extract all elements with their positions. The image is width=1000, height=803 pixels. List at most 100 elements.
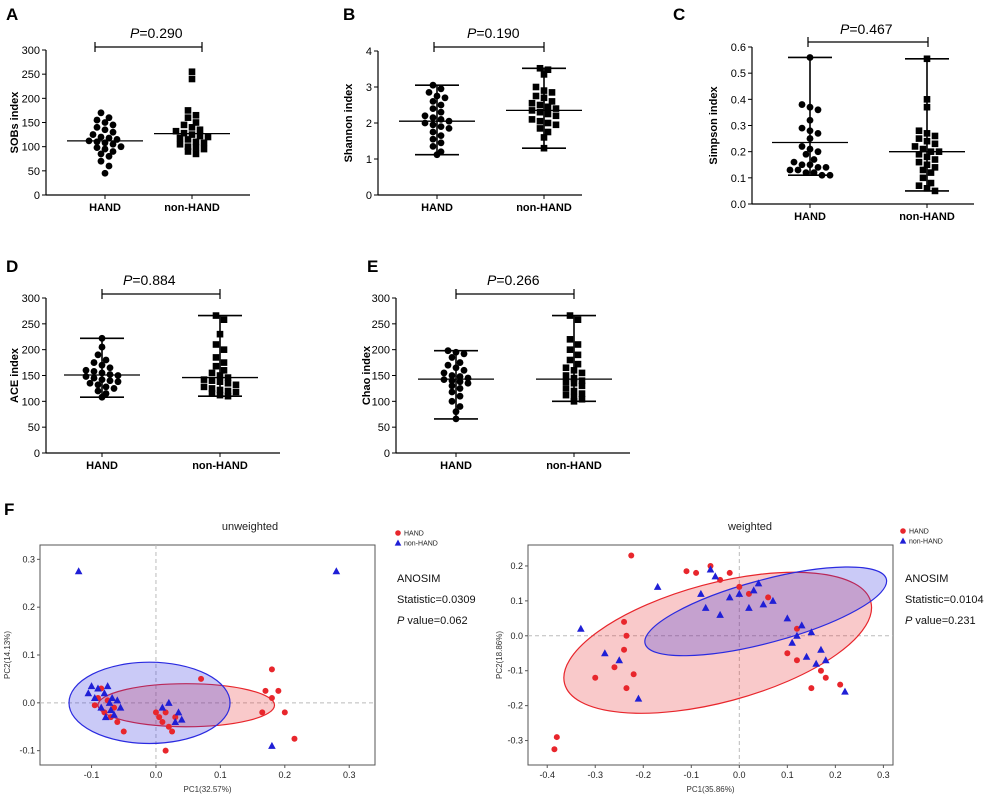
data-point-non-hand bbox=[101, 713, 110, 721]
data-point-non-hand bbox=[540, 144, 548, 152]
data-point-hand bbox=[275, 687, 282, 694]
data-point-hand bbox=[456, 392, 464, 400]
data-point-non-hand bbox=[158, 703, 167, 711]
y-tick-label: 50 bbox=[28, 166, 40, 178]
panel-b: B 0 1 2 3 4 Shannon index HAND non-HAND P=0.190 bbox=[343, 5, 582, 214]
data-point-non-hand bbox=[725, 593, 734, 601]
data-point-hand bbox=[268, 695, 275, 702]
data-point-non-hand bbox=[528, 116, 536, 123]
legend-marker-hand bbox=[395, 530, 401, 536]
data-point-non-hand bbox=[540, 94, 548, 102]
data-point-non-hand bbox=[220, 316, 228, 323]
data-point-non-hand bbox=[562, 372, 570, 379]
x-tick-label: 0.2 bbox=[829, 770, 842, 780]
data-point-hand bbox=[429, 121, 437, 129]
data-point-hand bbox=[810, 169, 818, 177]
data-point-hand bbox=[110, 385, 118, 392]
data-point-hand bbox=[464, 379, 472, 387]
data-point-hand bbox=[452, 348, 460, 356]
y-tick-label: 0.1 bbox=[731, 173, 746, 185]
data-point-hand bbox=[452, 408, 460, 416]
data-point-non-hand bbox=[749, 586, 758, 594]
y-tick-label: 250 bbox=[22, 69, 40, 81]
data-point-non-hand bbox=[188, 75, 196, 83]
data-point-hand bbox=[437, 101, 445, 109]
data-point-non-hand bbox=[923, 130, 931, 137]
data-point-non-hand bbox=[923, 96, 931, 103]
legend-marker-non-hand bbox=[899, 537, 907, 544]
data-point-hand bbox=[93, 116, 101, 124]
x-tick-label: 0.3 bbox=[877, 770, 890, 780]
data-point-hand bbox=[806, 161, 814, 169]
data-point-hand bbox=[448, 354, 456, 361]
y-tick-label: 300 bbox=[22, 45, 40, 57]
data-point-hand bbox=[159, 718, 166, 725]
y-tick-label: 2 bbox=[366, 118, 372, 130]
data-point-hand bbox=[109, 128, 117, 136]
data-point-hand bbox=[717, 576, 724, 583]
p-value-label: P=0.190 bbox=[467, 25, 520, 41]
data-point-hand bbox=[623, 685, 630, 692]
data-point-non-hand bbox=[735, 589, 744, 597]
data-point-hand bbox=[111, 704, 118, 711]
data-point-hand bbox=[765, 594, 772, 601]
data-point-non-hand bbox=[100, 689, 109, 697]
data-point-non-hand bbox=[548, 98, 556, 105]
data-point-hand bbox=[837, 681, 844, 688]
p-value: =0.290 bbox=[139, 25, 182, 41]
data-point-hand bbox=[448, 382, 456, 390]
data-point-non-hand bbox=[528, 99, 536, 107]
data-point-hand bbox=[693, 569, 700, 576]
data-point-non-hand bbox=[574, 341, 582, 348]
data-point-hand bbox=[429, 114, 437, 121]
data-point-hand bbox=[102, 383, 110, 391]
data-point-non-hand bbox=[192, 111, 200, 119]
y-tick-label: 100 bbox=[372, 396, 390, 408]
data-point-non-hand bbox=[574, 316, 582, 323]
data-point-hand bbox=[262, 687, 269, 694]
data-point-non-hand bbox=[192, 144, 200, 151]
panel-label-e: E bbox=[367, 257, 378, 276]
data-point-non-hand bbox=[574, 360, 582, 368]
data-point-non-hand bbox=[923, 185, 931, 192]
data-point-non-hand bbox=[105, 698, 114, 706]
data-point-hand bbox=[433, 151, 441, 159]
data-point-non-hand bbox=[116, 703, 125, 711]
x-tick-label: non-HAND bbox=[164, 202, 220, 214]
data-point-non-hand bbox=[208, 377, 216, 384]
data-point-hand bbox=[429, 143, 437, 150]
data-point-non-hand bbox=[577, 624, 585, 632]
legend-label-non-hand: non-HAND bbox=[404, 541, 438, 548]
data-point-hand bbox=[172, 714, 179, 721]
confidence-ellipse-non-hand bbox=[68, 661, 231, 745]
data-point-hand bbox=[448, 388, 456, 396]
y-tick-label: 4 bbox=[366, 46, 372, 58]
data-point-non-hand bbox=[268, 741, 276, 749]
x-tick-label: 0.1 bbox=[781, 770, 794, 780]
data-point-non-hand bbox=[821, 656, 830, 664]
p-symbol: P bbox=[467, 25, 477, 41]
data-point-hand bbox=[114, 378, 122, 386]
x-tick-label: -0.1 bbox=[684, 770, 700, 780]
data-point-non-hand bbox=[574, 351, 582, 359]
y-tick-label: 0 bbox=[34, 190, 40, 202]
data-point-non-hand bbox=[232, 388, 240, 396]
data-point-non-hand bbox=[562, 385, 570, 392]
y-tick-label: -0.2 bbox=[507, 701, 523, 711]
data-point-hand bbox=[460, 350, 468, 358]
panel-e: E 0 50 100 150 200 250 300 Chao index HAND non-HAN… bbox=[361, 257, 630, 472]
data-point-non-hand bbox=[97, 703, 106, 711]
data-point-non-hand bbox=[552, 105, 560, 112]
y-tick-label: 0.5 bbox=[731, 68, 746, 80]
data-point-non-hand bbox=[566, 356, 574, 364]
anosim-p-value: P value=0.231 bbox=[905, 615, 976, 627]
data-point-non-hand bbox=[566, 312, 574, 319]
data-point-hand bbox=[90, 367, 98, 375]
plot-frame bbox=[527, 544, 894, 766]
data-point-hand bbox=[437, 123, 445, 130]
data-point-hand bbox=[456, 403, 464, 410]
data-point-non-hand bbox=[566, 336, 574, 343]
data-point-hand bbox=[818, 171, 826, 179]
x-tick-label: -0.1 bbox=[84, 770, 100, 780]
